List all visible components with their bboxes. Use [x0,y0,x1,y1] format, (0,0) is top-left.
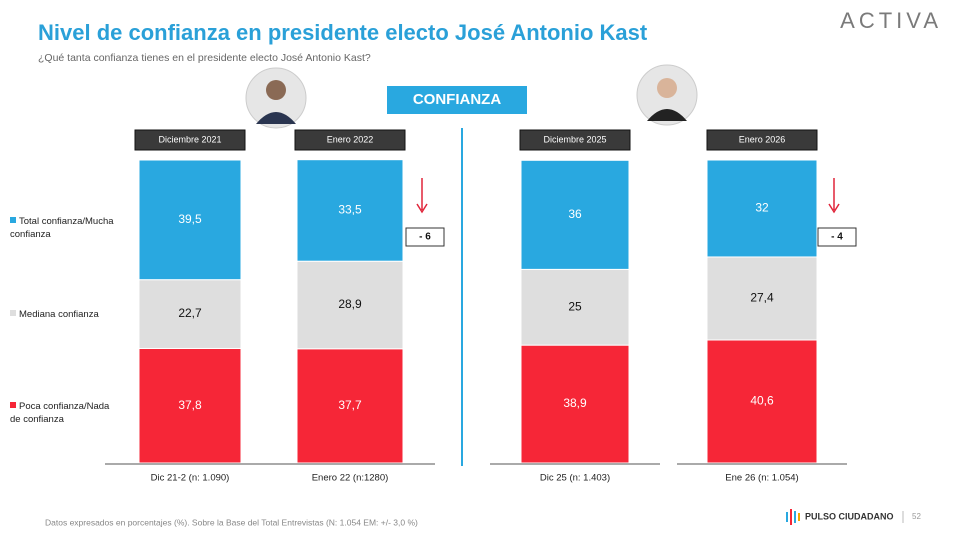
change-arrow [416,178,428,214]
bar-segment [706,256,818,341]
value-label: 22,7 [178,306,202,320]
value-label: 38,9 [563,396,587,410]
value-label: 28,9 [338,297,362,311]
x-tick-label: Dic 21-2 (n: 1.090) [151,473,230,484]
bar-segment [138,279,242,349]
bar-segment [296,260,404,350]
legend-label: Total confianza/Mucha confianza [10,216,114,240]
x-tick-label: Dic 25 (n: 1.403) [540,473,610,484]
logo: ACTIVA [840,8,942,33]
subtitle: ¿Qué tanta confianza tienes en el presid… [38,52,371,64]
brand-icon [786,509,800,525]
period-label: Enero 2026 [739,134,786,144]
bar-segment [520,268,630,346]
bar-segment [520,344,630,464]
value-label: 27,4 [750,291,774,305]
period-box [519,129,631,151]
bar-segment [296,348,404,464]
footnote: Datos expresados en porcentajes (%). Sob… [45,517,418,527]
value-label: 40,6 [750,394,774,408]
bar-segment [296,159,404,262]
x-tick-label: Enero 22 (n:1280) [312,473,389,484]
value-label: 37,8 [178,398,202,412]
bar-segment [706,159,818,258]
value-label: 33,5 [338,203,362,217]
change-label: - 6 [419,232,431,243]
legend-swatch [10,310,16,316]
legend-entry: Mediana confianza [10,308,115,321]
legend-entry: Total confianza/Mucha confianza [10,215,115,241]
period-box [706,129,818,151]
page-number: 52 [912,512,921,521]
legend-entry: Poca confianza/Nada de confianza [10,400,115,426]
change-arrow [828,178,840,214]
legend-label: Mediana confianza [19,309,99,320]
legend-swatch [10,217,16,223]
legend-label: Poca confianza/Nada de confianza [10,401,110,425]
bar-segment [138,347,242,464]
value-label: 39,5 [178,212,202,226]
x-tick-label: Ene 26 (n: 1.054) [725,473,798,484]
legend-swatch [10,402,16,408]
value-label: 37,7 [338,398,362,412]
bar-segment [706,339,818,464]
change-box [405,227,445,247]
bar-segment [138,159,242,281]
value-label: 25 [568,299,582,313]
title: Nivel de confianza en presidente electo … [38,20,648,45]
bar-segment [520,159,630,270]
period-box [294,129,406,151]
period-label: Enero 2022 [327,134,374,144]
value-label: 32 [755,201,769,215]
period-label: Diciembre 2025 [543,134,606,144]
value-label: 36 [568,207,582,221]
period-label: Diciembre 2021 [158,134,221,144]
photo-face [266,80,286,100]
photo-body [256,112,296,124]
badge: CONFIANZA [413,91,501,108]
change-box [817,227,857,247]
brand: PULSO CIUDADANO [805,511,894,521]
period-box [134,129,246,151]
photo-face [657,78,677,98]
change-label: - 4 [831,232,843,243]
badge-bg [387,86,527,114]
photo-body [647,109,687,121]
